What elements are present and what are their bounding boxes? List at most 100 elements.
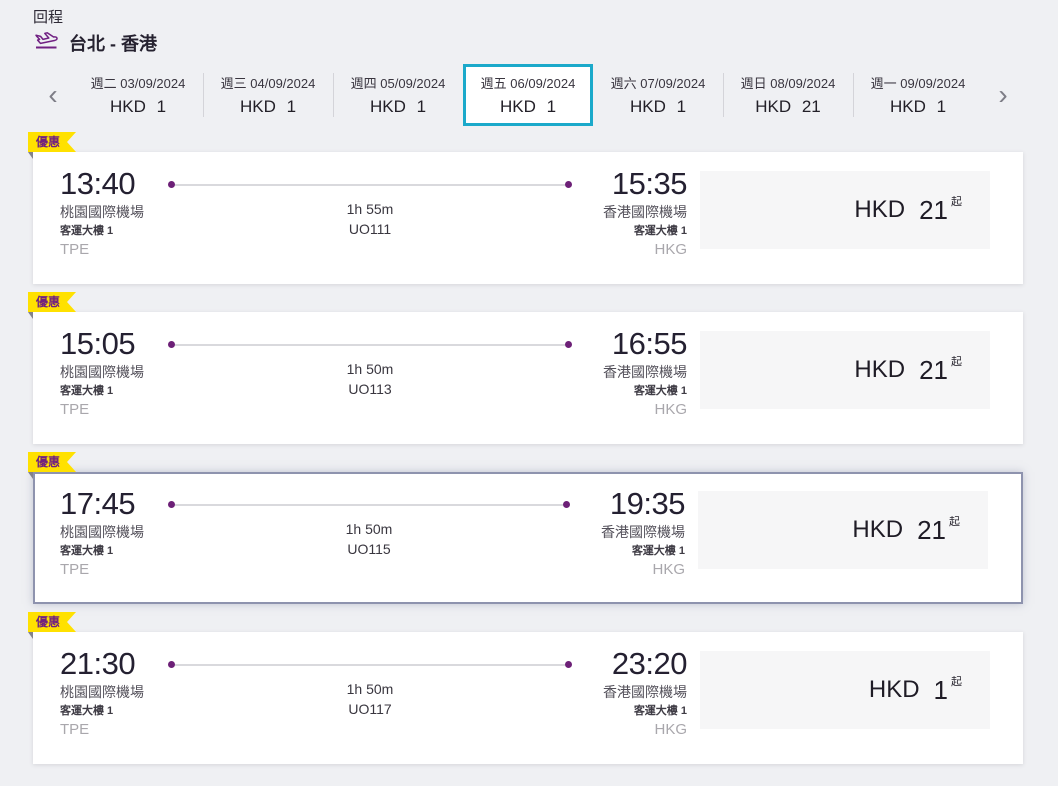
route-header: 台北 - 香港 xyxy=(33,30,1025,56)
price-currency: HKD xyxy=(854,356,906,383)
date-label: 週四 05/09/2024 xyxy=(350,76,446,91)
arrival-terminal: 客運大樓 1 xyxy=(631,545,685,557)
arrival-code: HKG xyxy=(654,241,687,258)
route-line xyxy=(175,343,565,346)
origin-dot-icon xyxy=(168,501,175,508)
departure-code: TPE xyxy=(60,561,90,578)
date-cell-sat-07-09[interactable]: 週六 07/09/2024 HKD 1 xyxy=(593,64,723,126)
departure-code: TPE xyxy=(60,721,90,738)
price-amount: 1 xyxy=(933,674,948,705)
date-label: 週一 09/09/2024 xyxy=(870,76,966,91)
route-timeline xyxy=(168,181,572,188)
flight-number: UO113 xyxy=(348,381,392,397)
arrival-time: 15:35 xyxy=(611,166,688,201)
arrival-airport: 香港國際機場 xyxy=(601,524,685,540)
date-label: 週二 03/09/2024 xyxy=(90,76,186,91)
arrival-airport: 香港國際機場 xyxy=(603,684,687,700)
flight-duration: 1h 55m xyxy=(346,201,394,217)
arrival-terminal: 客運大樓 1 xyxy=(633,385,687,397)
departure-time: 13:40 xyxy=(60,166,136,201)
plane-landing-icon xyxy=(33,31,59,55)
flight-number: UO115 xyxy=(347,541,391,557)
flight-segment: 1h 55m UO111 xyxy=(165,167,575,237)
date-price: HKD 1 xyxy=(109,97,167,116)
route-line xyxy=(175,663,565,666)
departure-terminal: 客運大樓 1 xyxy=(60,385,114,397)
date-cell-fri-06-09-selected[interactable]: 週五 06/09/2024 HKD 1 xyxy=(463,64,593,126)
date-label: 週三 04/09/2024 xyxy=(220,76,316,91)
badge-fold-decoration xyxy=(28,632,33,639)
departure-time: 21:30 xyxy=(60,646,136,681)
date-price: HKD 1 xyxy=(499,97,557,116)
badge-fold-decoration xyxy=(28,152,33,159)
price-from-suffix: 起 xyxy=(951,196,962,208)
arrival-airport: 香港國際機場 xyxy=(603,204,687,220)
destination-dot-icon xyxy=(565,341,572,348)
flight-segment: 1h 50m UO115 xyxy=(165,487,573,557)
promo-badge: 優惠 xyxy=(28,612,76,632)
route-line xyxy=(175,183,565,186)
date-price: HKD 1 xyxy=(889,97,947,116)
route-title: 台北 - 香港 xyxy=(69,34,157,54)
arrival-info: 15:35 香港國際機場 客運大樓 1 HKG xyxy=(575,167,690,259)
departure-time: 17:45 xyxy=(60,486,136,521)
date-carousel: ‹ 週二 03/09/2024 HKD 1 週三 04/09/2024 HKD … xyxy=(33,64,1025,126)
flight-card-uo111[interactable]: 優惠 13:40 桃園國際機場 客運大樓 1 TPE 1h 55m UO111 … xyxy=(28,152,1023,284)
date-price: HKD 1 xyxy=(239,97,297,116)
arrival-airport: 香港國際機場 xyxy=(603,364,687,380)
departure-airport: 桃園國際機場 xyxy=(60,524,144,540)
price-amount: 21 xyxy=(919,354,948,385)
carousel-prev-button[interactable]: ‹ xyxy=(33,64,73,126)
chevron-right-icon: › xyxy=(998,79,1008,110)
date-cell-thu-05-09[interactable]: 週四 05/09/2024 HKD 1 xyxy=(333,64,463,126)
badge-fold-decoration xyxy=(28,312,33,319)
flight-number: UO111 xyxy=(348,221,392,237)
origin-dot-icon xyxy=(168,661,175,668)
departure-info: 21:30 桃園國際機場 客運大樓 1 TPE xyxy=(60,647,165,739)
badge-fold-decoration xyxy=(28,472,33,479)
price-currency: HKD xyxy=(868,676,920,703)
carousel-next-button[interactable]: › xyxy=(983,64,1023,126)
price-panel[interactable]: HKD 1 起 xyxy=(700,651,990,729)
flight-card-uo113[interactable]: 優惠 15:05 桃園國際機場 客運大樓 1 TPE 1h 50m UO113 … xyxy=(28,312,1023,444)
date-label: 週五 06/09/2024 xyxy=(480,76,576,91)
departure-time: 15:05 xyxy=(60,326,136,361)
route-line xyxy=(175,503,563,506)
departure-terminal: 客運大樓 1 xyxy=(60,545,114,557)
flight-duration: 1h 50m xyxy=(345,521,393,537)
price-panel[interactable]: HKD 21 起 xyxy=(698,491,988,569)
flight-duration: 1h 50m xyxy=(346,681,394,697)
flight-segment: 1h 50m UO113 xyxy=(165,327,575,397)
departure-airport: 桃園國際機場 xyxy=(60,684,144,700)
date-cell-mon-09-09[interactable]: 週一 09/09/2024 HKD 1 xyxy=(853,64,983,126)
flight-duration: 1h 50m xyxy=(346,361,394,377)
date-price: HKD 1 xyxy=(369,97,427,116)
departure-airport: 桃園國際機場 xyxy=(60,364,144,380)
price-panel[interactable]: HKD 21 起 xyxy=(700,331,990,409)
flight-segment: 1h 50m UO117 xyxy=(165,647,575,717)
origin-dot-icon xyxy=(168,181,175,188)
date-cell-sun-08-09[interactable]: 週日 08/09/2024 HKD 21 xyxy=(723,64,853,126)
date-cell-tue-03-09[interactable]: 週二 03/09/2024 HKD 1 xyxy=(73,64,203,126)
departure-code: TPE xyxy=(60,241,90,258)
chevron-left-icon: ‹ xyxy=(48,79,58,110)
arrival-code: HKG xyxy=(654,721,687,738)
arrival-info: 23:20 香港國際機場 客運大樓 1 HKG xyxy=(575,647,690,739)
departure-code: TPE xyxy=(60,401,90,418)
page-header: 回程 台北 - 香港 xyxy=(0,0,1058,56)
flight-card-uo117[interactable]: 優惠 21:30 桃園國際機場 客運大樓 1 TPE 1h 50m UO117 … xyxy=(28,632,1023,764)
destination-dot-icon xyxy=(563,501,570,508)
price-panel[interactable]: HKD 21 起 xyxy=(700,171,990,249)
destination-dot-icon xyxy=(565,661,572,668)
date-cell-wed-04-09[interactable]: 週三 04/09/2024 HKD 1 xyxy=(203,64,333,126)
date-label: 週日 08/09/2024 xyxy=(740,76,836,91)
departure-terminal: 客運大樓 1 xyxy=(60,225,114,237)
price-from-suffix: 起 xyxy=(949,516,960,528)
trip-type-label: 回程 xyxy=(33,9,64,26)
departure-info: 15:05 桃園國際機場 客運大樓 1 TPE xyxy=(60,327,165,419)
price-currency: HKD xyxy=(852,516,904,543)
departure-info: 13:40 桃園國際機場 客運大樓 1 TPE xyxy=(60,167,165,259)
arrival-time: 19:35 xyxy=(609,486,686,521)
flight-card-uo115-selected[interactable]: 優惠 17:45 桃園國際機場 客運大樓 1 TPE 1h 50m UO115 … xyxy=(28,472,1023,604)
date-price: HKD 1 xyxy=(629,97,687,116)
